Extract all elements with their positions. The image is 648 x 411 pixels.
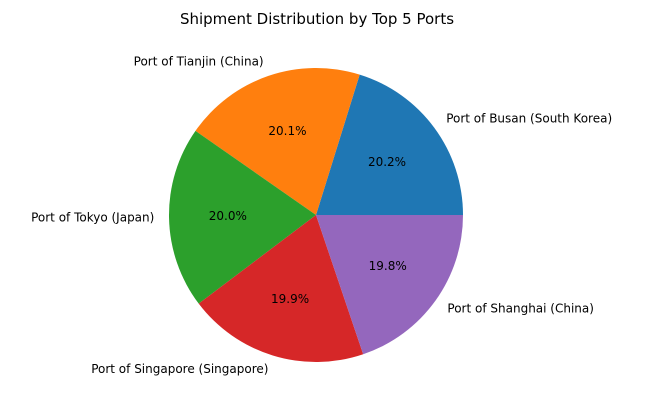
slice-label: Port of Shanghai (China) <box>447 302 594 316</box>
slice-percent-label: 20.2% <box>368 155 406 169</box>
chart-title: Shipment Distribution by Top 5 Ports <box>180 10 454 28</box>
slice-label: Port of Singapore (Singapore) <box>91 362 268 376</box>
slice-percent-label: 20.0% <box>209 209 247 223</box>
pie-slice <box>198 215 364 362</box>
pie-slices <box>169 68 463 362</box>
slice-percent-label: 20.1% <box>268 124 306 138</box>
slice-percent-label: 19.8% <box>369 259 407 273</box>
pie-slice <box>316 74 463 215</box>
pie-slice <box>169 130 316 304</box>
pie-labels: Port of Busan (South Korea) 20.2% Port of … <box>31 55 612 377</box>
pie-slice <box>195 68 360 216</box>
slice-percent-label: 19.9% <box>271 292 309 306</box>
pie-slice <box>316 215 463 355</box>
slice-label: Port of Tokyo (Japan) <box>31 211 154 225</box>
slice-label: Port of Busan (South Korea) <box>446 112 612 126</box>
slice-label: Port of Tianjin (China) <box>134 55 264 69</box>
